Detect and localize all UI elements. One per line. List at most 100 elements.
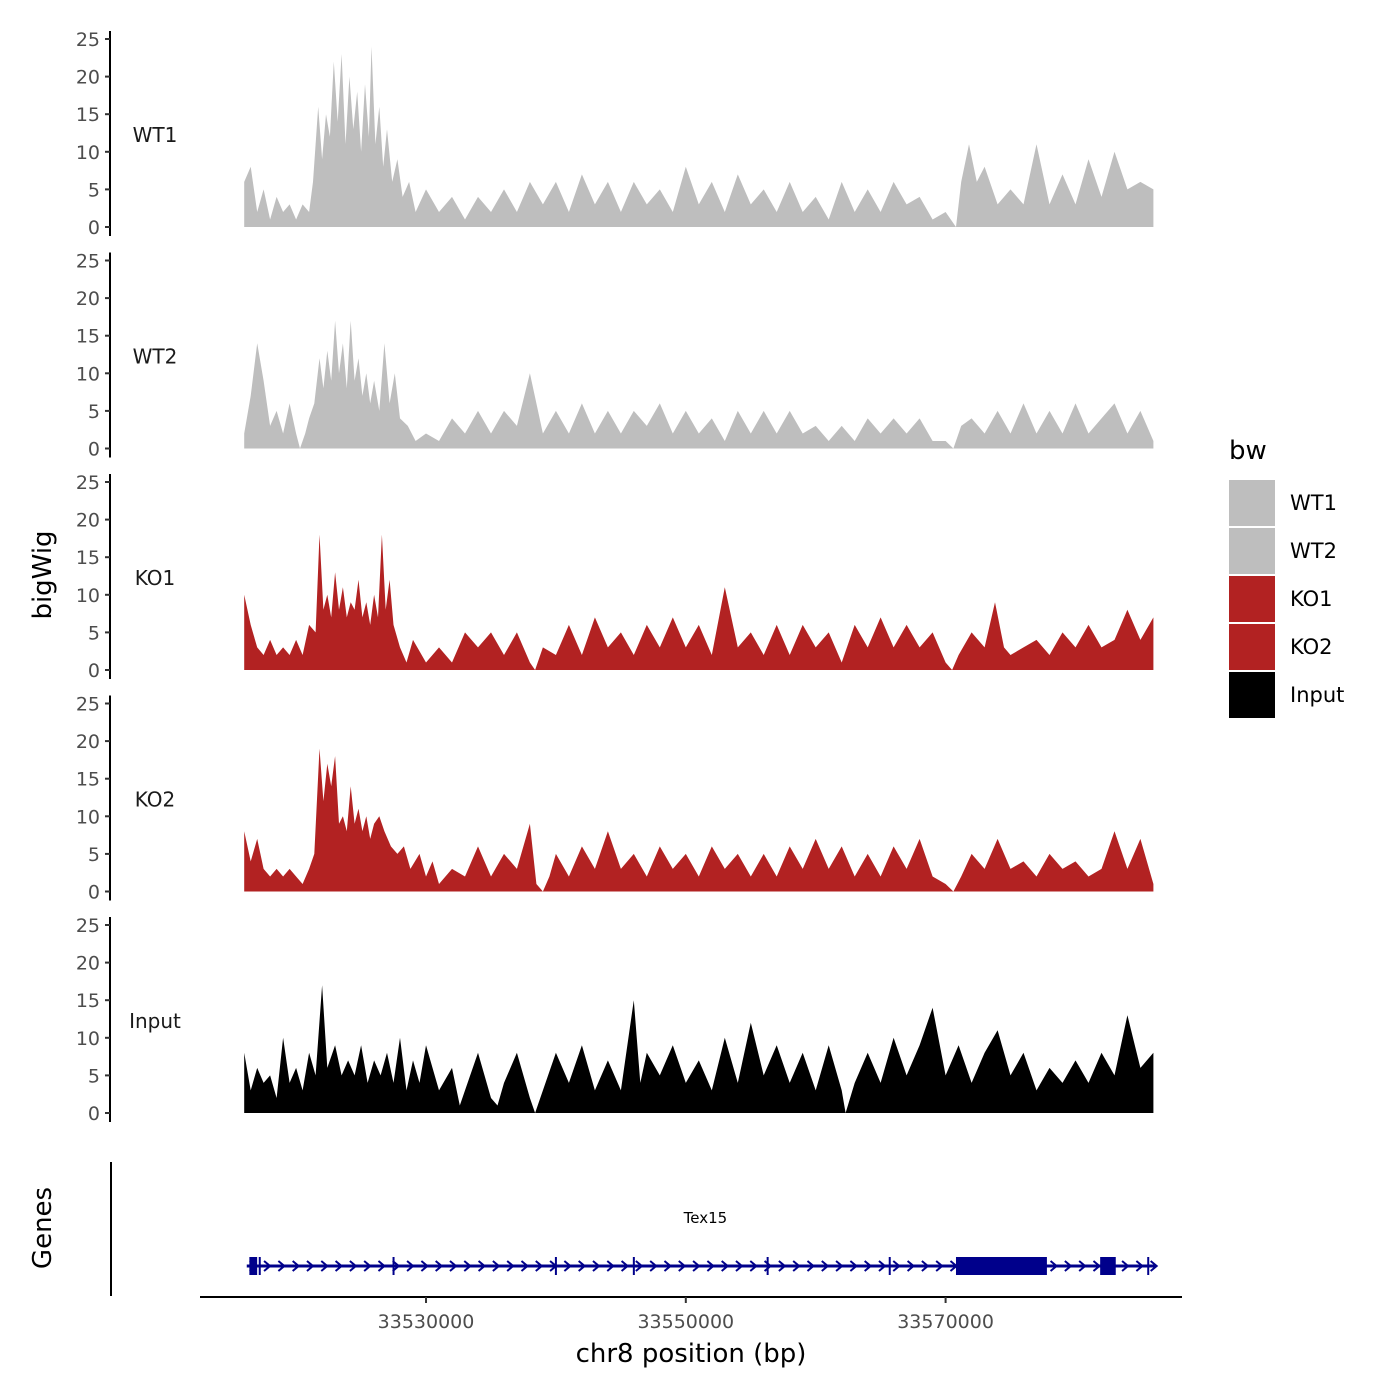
- strand-arrow: [334, 1260, 344, 1272]
- legend-key-wt1: [1229, 480, 1275, 526]
- strand-arrow: [735, 1260, 744, 1272]
- track-label-wt2: WT2: [133, 345, 178, 369]
- y-tick-label: 5: [88, 622, 100, 644]
- y-tick-label: 20: [76, 510, 100, 532]
- strand-arrow: [763, 1260, 773, 1272]
- strand-arrow: [821, 1260, 830, 1272]
- strand-arrow: [349, 1260, 358, 1272]
- y-axis-title: bigWig: [28, 530, 58, 619]
- gene-track: Genes Tex15: [28, 1162, 1159, 1296]
- coverage-area-wt2: [244, 320, 1154, 449]
- strand-arrow: [864, 1260, 873, 1272]
- strand-arrow: [392, 1260, 401, 1272]
- strand-arrow: [1135, 1260, 1144, 1272]
- y-tick-label: 15: [76, 990, 100, 1012]
- strand-arrow: [1078, 1260, 1087, 1272]
- y-tick-label: 0: [88, 439, 100, 461]
- strand-arrow: [921, 1260, 930, 1272]
- y-tick-label: 10: [76, 806, 100, 828]
- track-label-ko1: KO1: [135, 566, 176, 590]
- y-tick-label: 20: [76, 953, 100, 975]
- strand-arrow: [477, 1260, 487, 1272]
- y-tick-label: 15: [76, 547, 100, 569]
- y-tick-label: 15: [76, 326, 100, 348]
- strand-arrow: [492, 1260, 501, 1272]
- track-panel-ko2: 0 5 10 15 20 25 KO2: [76, 694, 1154, 904]
- y-tick-label: 0: [88, 660, 100, 682]
- y-tick-label: 15: [76, 104, 100, 126]
- strand-arrow: [406, 1260, 415, 1272]
- strand-arrow: [692, 1260, 701, 1272]
- strand-arrow: [463, 1260, 472, 1272]
- strand-arrow: [292, 1260, 301, 1272]
- legend-label-ko2: KO2: [1290, 635, 1333, 659]
- gene-exon: [249, 1257, 258, 1275]
- legend-label-ko1: KO1: [1290, 587, 1333, 611]
- track-panel-wt2: 0 5 10 15 20 25 WT2: [76, 251, 1154, 461]
- strand-arrow: [778, 1260, 787, 1272]
- strand-arrow: [1064, 1260, 1073, 1272]
- gene-exon: [955, 1257, 1047, 1275]
- strand-arrow: [578, 1260, 587, 1272]
- coverage-area-input: [244, 985, 1154, 1113]
- y-tick-label: 0: [88, 882, 100, 904]
- strand-arrow: [635, 1260, 644, 1272]
- track-label-input: Input: [129, 1009, 181, 1033]
- track-panel-input: 0 5 10 15 20 25 Input: [76, 915, 1154, 1125]
- y-tick-label: 20: [76, 731, 100, 753]
- legend-key-ko1: [1229, 576, 1275, 622]
- legend-label-input: Input: [1290, 683, 1344, 707]
- strand-arrow: [749, 1260, 758, 1272]
- y-tick-label: 15: [76, 769, 100, 791]
- y-tick-label: 0: [88, 217, 100, 239]
- strand-arrow: [935, 1260, 944, 1272]
- y-tick-label: 5: [88, 179, 100, 201]
- gene-exon: [1100, 1257, 1116, 1275]
- y-tick-label: 5: [88, 844, 100, 866]
- strand-arrow: [420, 1260, 429, 1272]
- strand-arrow: [849, 1260, 858, 1272]
- strand-arrow: [435, 1260, 444, 1272]
- y-tick-label: 10: [76, 585, 100, 607]
- x-tick-label: 33550000: [637, 1311, 734, 1333]
- y-tick-label: 5: [88, 1065, 100, 1087]
- strand-arrow: [263, 1260, 272, 1272]
- strand-arrow: [806, 1260, 816, 1272]
- strand-arrow: [1092, 1260, 1102, 1272]
- y-tick-label: 20: [76, 67, 100, 89]
- strand-arrow: [449, 1260, 458, 1272]
- strand-arrow: [306, 1260, 315, 1272]
- legend-label-wt1: WT1: [1290, 491, 1337, 515]
- x-axis: chr8 position (bp) 33530000 33550000 33570…: [200, 1296, 1182, 1369]
- strand-arrow: [906, 1260, 916, 1272]
- coverage-tracks: 0510152025WT10510152025WT20510152025KO10…: [76, 29, 1154, 1125]
- strand-arrow: [592, 1260, 601, 1272]
- strand-arrow: [606, 1260, 615, 1272]
- y-tick-label: 5: [88, 401, 100, 423]
- legend-label-wt2: WT2: [1290, 539, 1337, 563]
- track-label-wt1: WT1: [133, 123, 178, 147]
- legend-key-wt2: [1229, 528, 1275, 574]
- strand-arrow: [506, 1260, 515, 1272]
- y-tick-label: 10: [76, 142, 100, 164]
- y-tick-label: 0: [88, 1103, 100, 1125]
- strand-arrow: [678, 1260, 687, 1272]
- strand-arrow: [363, 1260, 372, 1272]
- y-tick-label: 25: [76, 694, 100, 716]
- strand-arrow: [377, 1260, 387, 1272]
- strand-arrow: [721, 1260, 730, 1272]
- track-panel-ko1: 0 5 10 15 20 25 KO1: [76, 472, 1154, 682]
- strand-arrow: [1150, 1260, 1159, 1272]
- legend-key-ko2: [1229, 624, 1275, 670]
- y-tick-label: 25: [76, 251, 100, 273]
- genes-title: Genes: [28, 1187, 58, 1269]
- gene-name-label: Tex15: [683, 1209, 728, 1227]
- coverage-area-ko1: [244, 534, 1154, 670]
- strand-arrow: [1121, 1260, 1130, 1272]
- strand-arrow: [520, 1260, 530, 1272]
- legend-title: bw: [1229, 436, 1267, 466]
- strand-arrow: [835, 1260, 844, 1272]
- strand-arrow: [620, 1260, 630, 1272]
- y-tick-label: 10: [76, 1028, 100, 1050]
